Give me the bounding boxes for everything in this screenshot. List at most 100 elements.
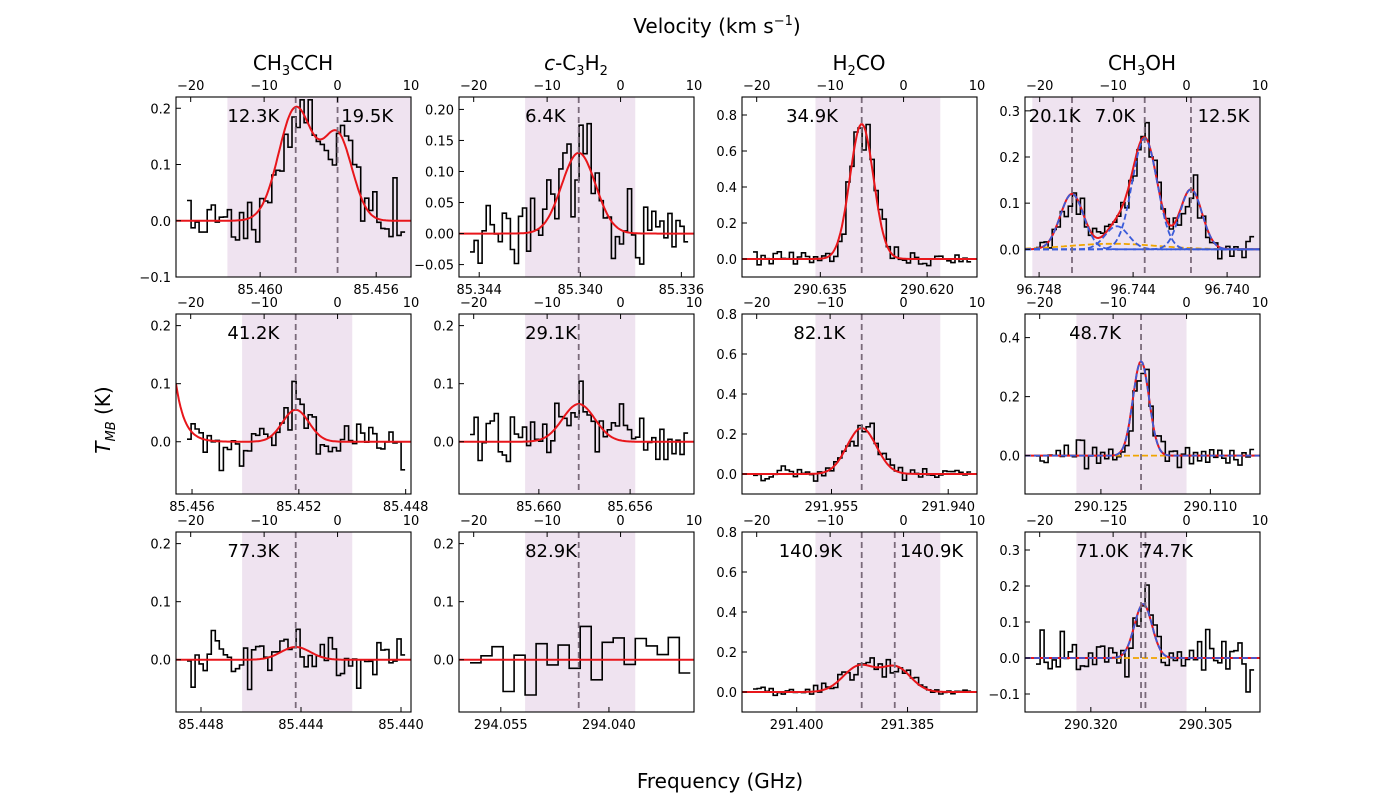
velocity-tick-label: −20 <box>1026 79 1053 94</box>
velocity-tick-label: −10 <box>533 79 560 94</box>
frequency-tick-label: 85.448 <box>383 500 429 515</box>
y-tick-label: 0.1 <box>433 596 454 611</box>
frequency-tick-label: 85.660 <box>516 500 562 515</box>
y-tick-label: 0.2 <box>150 102 171 117</box>
panel-p11: 0.0 0.1 0.2 −20 −10 0 10 85.660 85.656 29.1K <box>433 296 702 515</box>
y-tick-label: 0.0 <box>999 243 1020 258</box>
frequency-tick-label: 291.955 <box>805 500 859 515</box>
y-tick-label: 0.0 <box>433 436 454 451</box>
col-title-ch3oh: CH3OH <box>1108 51 1176 79</box>
velocity-tick-label: −10 <box>1099 296 1126 311</box>
plot-area <box>176 97 411 277</box>
velocity-tick-label: −10 <box>250 296 277 311</box>
temperature-label: 20.1K <box>1029 106 1082 127</box>
y-tick-label: −0.05 <box>414 259 454 274</box>
y-tick-label: 0.2 <box>999 580 1020 595</box>
y-tick-label: 0.2 <box>433 538 454 553</box>
temperature-label: 48.7K <box>1069 323 1122 344</box>
gaussian-fit <box>176 383 411 443</box>
velocity-tick-label: −20 <box>743 514 770 529</box>
velocity-tick-label: 10 <box>686 514 703 529</box>
col-title-c-c3h2: c-C3H2 <box>544 51 608 79</box>
frequency-tick-label: 85.336 <box>659 283 705 298</box>
frequency-tick-label: 85.344 <box>456 283 502 298</box>
y-tick-label: 0.00 <box>425 228 454 243</box>
velocity-window-shade <box>525 532 636 712</box>
velocity-tick-label: 10 <box>969 514 986 529</box>
gaussian-fit <box>459 151 694 235</box>
panel-p13: 0.0 0.2 0.4 −20 −10 0 10 290.125 290.110 48.7K <box>999 296 1268 515</box>
velocity-tick-label: −10 <box>1099 79 1126 94</box>
frequency-tick-label: 85.460 <box>237 283 283 298</box>
frequency-tick-label: 290.305 <box>1179 718 1233 733</box>
y-tick-label: 0.0 <box>716 468 737 483</box>
gaussian-fit <box>742 427 977 475</box>
y-tick-label: 0.0 <box>999 652 1020 667</box>
velocity-tick-label: 0 <box>1182 296 1190 311</box>
y-tick-label: 0.4 <box>716 606 737 621</box>
y-tick-label: 0.0 <box>150 436 171 451</box>
velocity-tick-label: 0 <box>333 514 341 529</box>
panel-p10: 0.0 0.1 0.2 −20 −10 0 10 85.456 85.452 85.448 41.2… <box>150 296 428 515</box>
panel-p21: 0.0 0.1 0.2 −20 −10 0 10 294.055 294.040 82.9K <box>433 514 702 733</box>
gaussian-fit <box>742 663 977 693</box>
frequency-tick-label: 291.385 <box>881 718 935 733</box>
velocity-tick-label: 10 <box>1252 79 1269 94</box>
y-tick-label: 0.2 <box>433 320 454 335</box>
y-tick-label: 0.2 <box>150 538 171 553</box>
velocity-tick-label: −10 <box>816 514 843 529</box>
velocity-tick-label: −20 <box>743 79 770 94</box>
observed-spectrum <box>187 380 406 472</box>
frequency-tick-label: 290.635 <box>793 283 847 298</box>
velocity-tick-label: 0 <box>333 79 341 94</box>
y-tick-label: 0.1 <box>150 378 171 393</box>
velocity-tick-label: −10 <box>816 79 843 94</box>
frequency-tick-label: 290.320 <box>1064 718 1118 733</box>
y-tick-label: 0.6 <box>716 566 737 581</box>
y-tick-label: 0.8 <box>716 308 737 323</box>
panel-p22: 0.0 0.2 0.4 0.6 0.8 −20 −10 0 10 291.400 291.385 14… <box>716 514 985 733</box>
plot-area <box>1025 314 1260 494</box>
velocity-tick-label: −20 <box>1026 514 1053 529</box>
y-tick-label: 0.2 <box>716 217 737 232</box>
velocity-tick-label: −20 <box>1026 296 1053 311</box>
y-tick-label: 0.8 <box>716 526 737 541</box>
y-tick-label: 0.2 <box>999 151 1020 166</box>
temperature-label: 6.4K <box>525 106 567 127</box>
velocity-tick-label: −20 <box>743 296 770 311</box>
y-axis-label: TMB (K) <box>91 386 119 453</box>
temperature-label: 74.7K <box>1141 541 1194 562</box>
temperature-label: 140.9K <box>779 541 844 562</box>
y-tick-label: 0.3 <box>999 105 1020 120</box>
temperature-label: 41.2K <box>227 323 280 344</box>
observed-spectrum <box>470 625 691 696</box>
frequency-tick-label: 85.448 <box>178 718 224 733</box>
temperature-label: 12.3K <box>227 106 280 127</box>
velocity-tick-label: 0 <box>616 514 624 529</box>
y-tick-label: 0.20 <box>425 103 454 118</box>
panel-p02: 0.0 0.2 0.4 0.6 0.8 −20 −10 0 10 290.635 290.620 34… <box>716 79 985 298</box>
frequency-tick-label: 96.740 <box>1204 283 1250 298</box>
panel-p01: −0.05 0.00 0.05 0.10 0.15 0.20 −20 −10 0 10 85.344… <box>414 79 704 298</box>
velocity-tick-label: 0 <box>616 79 624 94</box>
y-tick-label: 0.2 <box>999 391 1020 406</box>
col-title-h2co: H2CO <box>832 51 885 79</box>
frequency-tick-label: 290.110 <box>1183 500 1237 515</box>
col-title-ch3cch: CH3CCH <box>253 51 333 79</box>
y-tick-label: 0.0 <box>150 215 171 230</box>
y-tick-label: −0.1 <box>139 271 171 286</box>
y-tick-label: 0.05 <box>425 197 454 212</box>
temperature-label: 82.1K <box>793 323 846 344</box>
x-axis-label: Frequency (GHz) <box>637 769 803 793</box>
y-tick-label: 0.1 <box>150 159 171 174</box>
y-tick-label: 0.4 <box>999 332 1020 347</box>
frequency-tick-label: 290.620 <box>900 283 954 298</box>
plot-area <box>1025 97 1260 277</box>
frequency-tick-label: 291.400 <box>770 718 824 733</box>
velocity-tick-label: −20 <box>177 514 204 529</box>
velocity-tick-label: 10 <box>686 296 703 311</box>
component-fit-3 <box>1025 188 1260 251</box>
frequency-tick-label: 85.656 <box>607 500 653 515</box>
frequency-tick-label: 85.452 <box>276 500 322 515</box>
